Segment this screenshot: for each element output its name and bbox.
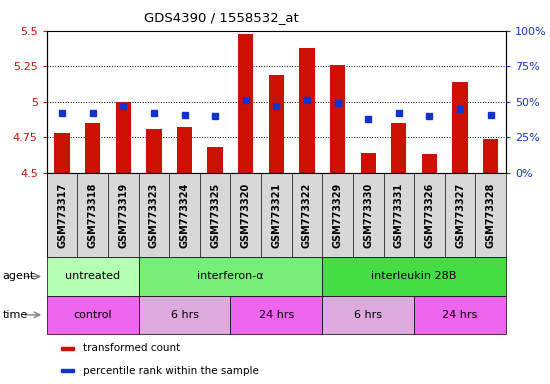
Bar (139, 257, 322, 296)
Text: GSM773323: GSM773323 (149, 182, 159, 248)
Text: 6 hrs: 6 hrs (170, 310, 199, 320)
Text: GSM773320: GSM773320 (241, 182, 251, 248)
Bar (207, 147, 223, 173)
Text: GSM773328: GSM773328 (486, 182, 496, 248)
Text: 24 hrs: 24 hrs (258, 310, 294, 320)
Text: interferon-α: interferon-α (197, 271, 264, 281)
Bar (361, 153, 376, 173)
Bar (230, 296, 322, 334)
Bar (47, 257, 139, 296)
Text: time: time (3, 310, 28, 320)
Bar (391, 123, 406, 173)
Text: GSM773327: GSM773327 (455, 182, 465, 248)
Bar (453, 82, 468, 173)
Bar (483, 139, 498, 173)
Text: GSM773326: GSM773326 (425, 182, 435, 248)
Bar (177, 127, 192, 173)
Text: GSM773324: GSM773324 (179, 182, 190, 248)
Bar (116, 102, 131, 173)
Bar (139, 296, 230, 334)
Bar (60, 369, 74, 372)
Bar (422, 154, 437, 173)
Text: 6 hrs: 6 hrs (354, 310, 382, 320)
Bar (60, 346, 74, 349)
Text: GSM773325: GSM773325 (210, 182, 220, 248)
Text: 24 hrs: 24 hrs (442, 310, 478, 320)
Bar (322, 296, 414, 334)
Bar (146, 129, 162, 173)
Text: GSM773321: GSM773321 (271, 182, 282, 248)
Text: GSM773330: GSM773330 (363, 182, 373, 248)
Bar (85, 123, 100, 173)
Text: interleukin 28B: interleukin 28B (371, 271, 457, 281)
Bar (322, 257, 506, 296)
Text: agent: agent (3, 271, 35, 281)
Text: GSM773319: GSM773319 (118, 182, 128, 248)
Text: control: control (73, 310, 112, 320)
Text: untreated: untreated (65, 271, 120, 281)
Bar (47, 296, 139, 334)
Text: percentile rank within the sample: percentile rank within the sample (84, 366, 260, 376)
Text: GSM773331: GSM773331 (394, 182, 404, 248)
Bar (414, 296, 506, 334)
Bar (54, 133, 70, 173)
Text: GSM773322: GSM773322 (302, 182, 312, 248)
Bar (269, 75, 284, 173)
Bar (238, 33, 254, 173)
Text: GDS4390 / 1558532_at: GDS4390 / 1558532_at (144, 12, 299, 25)
Text: GSM773317: GSM773317 (57, 182, 67, 248)
Bar (330, 65, 345, 173)
Bar (299, 48, 315, 173)
Text: GSM773329: GSM773329 (333, 182, 343, 248)
Text: GSM773318: GSM773318 (87, 182, 98, 248)
Text: transformed count: transformed count (84, 343, 181, 353)
